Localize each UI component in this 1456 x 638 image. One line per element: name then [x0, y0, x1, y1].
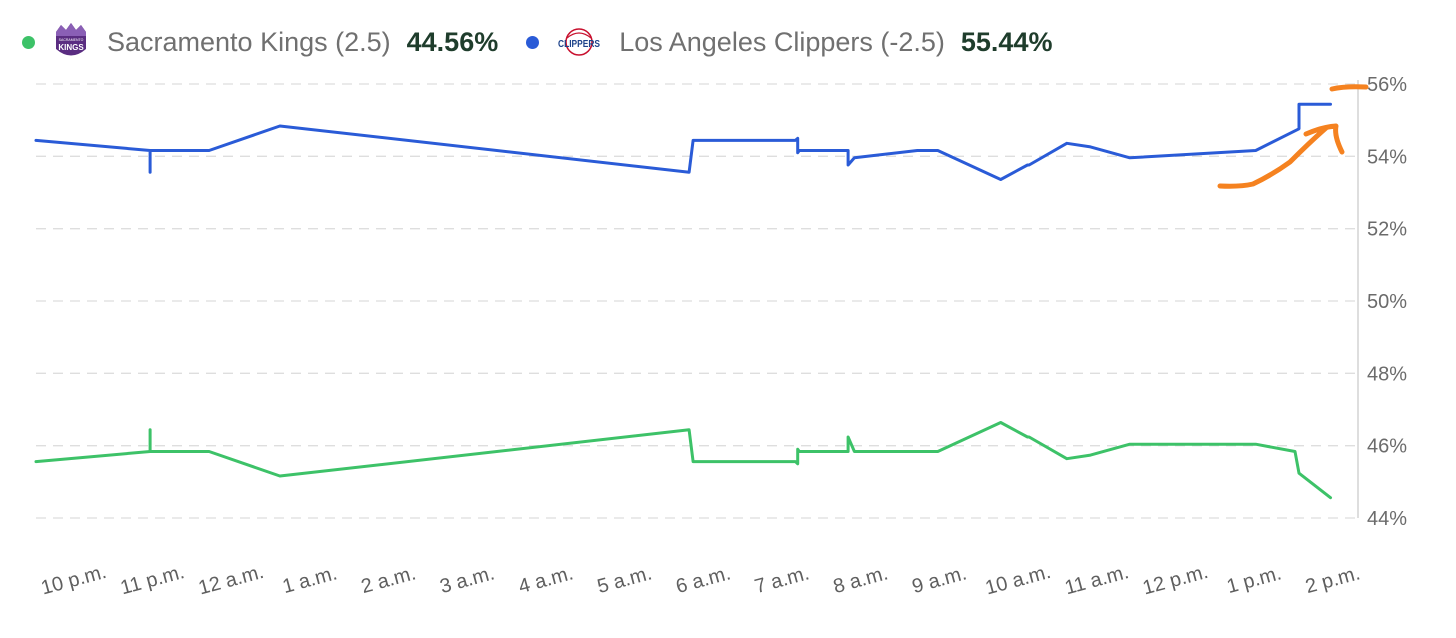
x-tick-label: 4 a.m. [516, 562, 575, 598]
x-tick-label: 2 p.m. [1303, 562, 1362, 598]
hand-drawn-arrow-icon [1217, 123, 1345, 189]
x-tick-label: 1 a.m. [280, 562, 339, 598]
kings-logo-icon: KINGS SACRAMENTO [56, 23, 86, 56]
data-point[interactable] [1064, 456, 1069, 461]
svg-text:SACRAMENTO: SACRAMENTO [59, 38, 84, 42]
x-tick-label: 7 a.m. [752, 562, 811, 598]
data-point[interactable] [34, 138, 39, 143]
data-point[interactable] [915, 449, 920, 454]
data-point[interactable] [1328, 495, 1333, 500]
data-point[interactable] [277, 474, 282, 479]
x-tick-label: 6 a.m. [674, 562, 733, 598]
data-point[interactable] [207, 449, 212, 454]
data-point[interactable] [1296, 126, 1301, 131]
clippers-percentage: 55.44% [960, 26, 1053, 57]
chart-legend: KINGS SACRAMENTO Sacramento Kings (2.5) … [22, 22, 1080, 62]
y-tick-label: 54% [1367, 146, 1407, 168]
series-layer [34, 102, 1333, 500]
y-tick-label: 44% [1367, 508, 1407, 530]
x-tick-label: 1 p.m. [1224, 562, 1283, 598]
data-point[interactable] [1296, 471, 1301, 476]
data-point[interactable] [1088, 453, 1093, 458]
series-line[interactable] [34, 421, 1332, 500]
legend-item-clippers[interactable]: CLIPPERS Los Angeles Clippers (-2.5) 55.… [526, 22, 1052, 62]
x-tick-label: 10 a.m. [983, 561, 1053, 600]
data-point[interactable] [797, 148, 802, 153]
series-kings [34, 420, 1333, 500]
data-point[interactable] [148, 148, 153, 153]
x-axis-ticks: 10 p.m. 11 p.m. 12 a.m. 1 a.m. 2 a.m. 3 a.m. 4… [39, 561, 1363, 600]
clippers-series-dot [526, 35, 540, 49]
x-tick-label: 8 a.m. [831, 562, 890, 598]
x-tick-label: 12 p.m. [1140, 561, 1210, 600]
data-point[interactable] [1127, 442, 1132, 447]
data-point[interactable] [1253, 442, 1258, 447]
data-point[interactable] [852, 449, 857, 454]
kings-series-label: Sacramento Kings (2.5) [107, 26, 391, 57]
y-tick-label: 48% [1367, 363, 1407, 385]
series-clippers [34, 102, 1333, 182]
data-point[interactable] [687, 427, 692, 432]
x-tick-label: 2 a.m. [359, 562, 418, 598]
data-point[interactable] [148, 427, 153, 432]
data-point[interactable] [1027, 434, 1032, 439]
annotation-layer [1217, 84, 1369, 189]
data-point[interactable] [691, 138, 696, 143]
data-point[interactable] [1328, 102, 1333, 107]
data-point[interactable] [935, 449, 940, 454]
data-point[interactable] [1296, 102, 1301, 107]
data-point[interactable] [998, 420, 1003, 425]
x-tick-label: 3 a.m. [438, 562, 497, 598]
clippers-series-label: Los Angeles Clippers (-2.5) [619, 26, 945, 57]
x-tick-label: 10 p.m. [39, 561, 109, 600]
data-point[interactable] [687, 170, 692, 175]
data-point[interactable] [1088, 144, 1093, 149]
data-point[interactable] [915, 148, 920, 153]
data-point[interactable] [998, 177, 1003, 182]
data-point[interactable] [277, 123, 282, 128]
data-point[interactable] [1064, 141, 1069, 146]
x-tick-label: 11 a.m. [1062, 561, 1131, 599]
data-point[interactable] [148, 449, 153, 454]
data-point[interactable] [846, 163, 851, 168]
legend-item-kings[interactable]: KINGS SACRAMENTO Sacramento Kings (2.5) … [22, 22, 498, 62]
x-tick-label: 11 p.m. [118, 561, 187, 599]
data-point[interactable] [1127, 155, 1132, 160]
series-line[interactable] [34, 102, 1332, 181]
x-tick-label: 9 a.m. [910, 562, 969, 598]
data-point[interactable] [1293, 449, 1298, 454]
data-point[interactable] [207, 148, 212, 153]
svg-text:KINGS: KINGS [58, 43, 84, 52]
data-point[interactable] [846, 148, 851, 153]
data-point[interactable] [34, 459, 39, 464]
data-point[interactable] [1027, 163, 1032, 168]
y-tick-label: 50% [1367, 291, 1407, 313]
data-point[interactable] [691, 459, 696, 464]
x-tick-label: 12 a.m. [196, 561, 266, 600]
data-point[interactable] [846, 449, 851, 454]
y-tick-label: 52% [1367, 219, 1407, 241]
kings-percentage: 44.56% [406, 26, 499, 57]
hand-drawn-dash-icon [1329, 84, 1369, 92]
data-point[interactable] [148, 170, 153, 175]
data-point[interactable] [795, 136, 800, 141]
data-point[interactable] [1253, 148, 1258, 153]
kings-series-dot [22, 35, 35, 49]
x-tick-label: 5 a.m. [595, 562, 654, 598]
y-axis-ticks: 56% 54% 52% 50% 48% 46% 44% [1367, 74, 1407, 530]
y-tick-label: 56% [1367, 74, 1407, 96]
data-point[interactable] [852, 155, 857, 160]
y-tick-label: 46% [1367, 436, 1407, 458]
clippers-logo-icon: CLIPPERS [558, 28, 600, 56]
data-point[interactable] [935, 148, 940, 153]
data-point[interactable] [795, 461, 800, 466]
svg-text:CLIPPERS: CLIPPERS [558, 39, 600, 50]
data-point[interactable] [846, 434, 851, 439]
grid-layer [36, 83, 1358, 519]
data-point[interactable] [797, 449, 802, 454]
